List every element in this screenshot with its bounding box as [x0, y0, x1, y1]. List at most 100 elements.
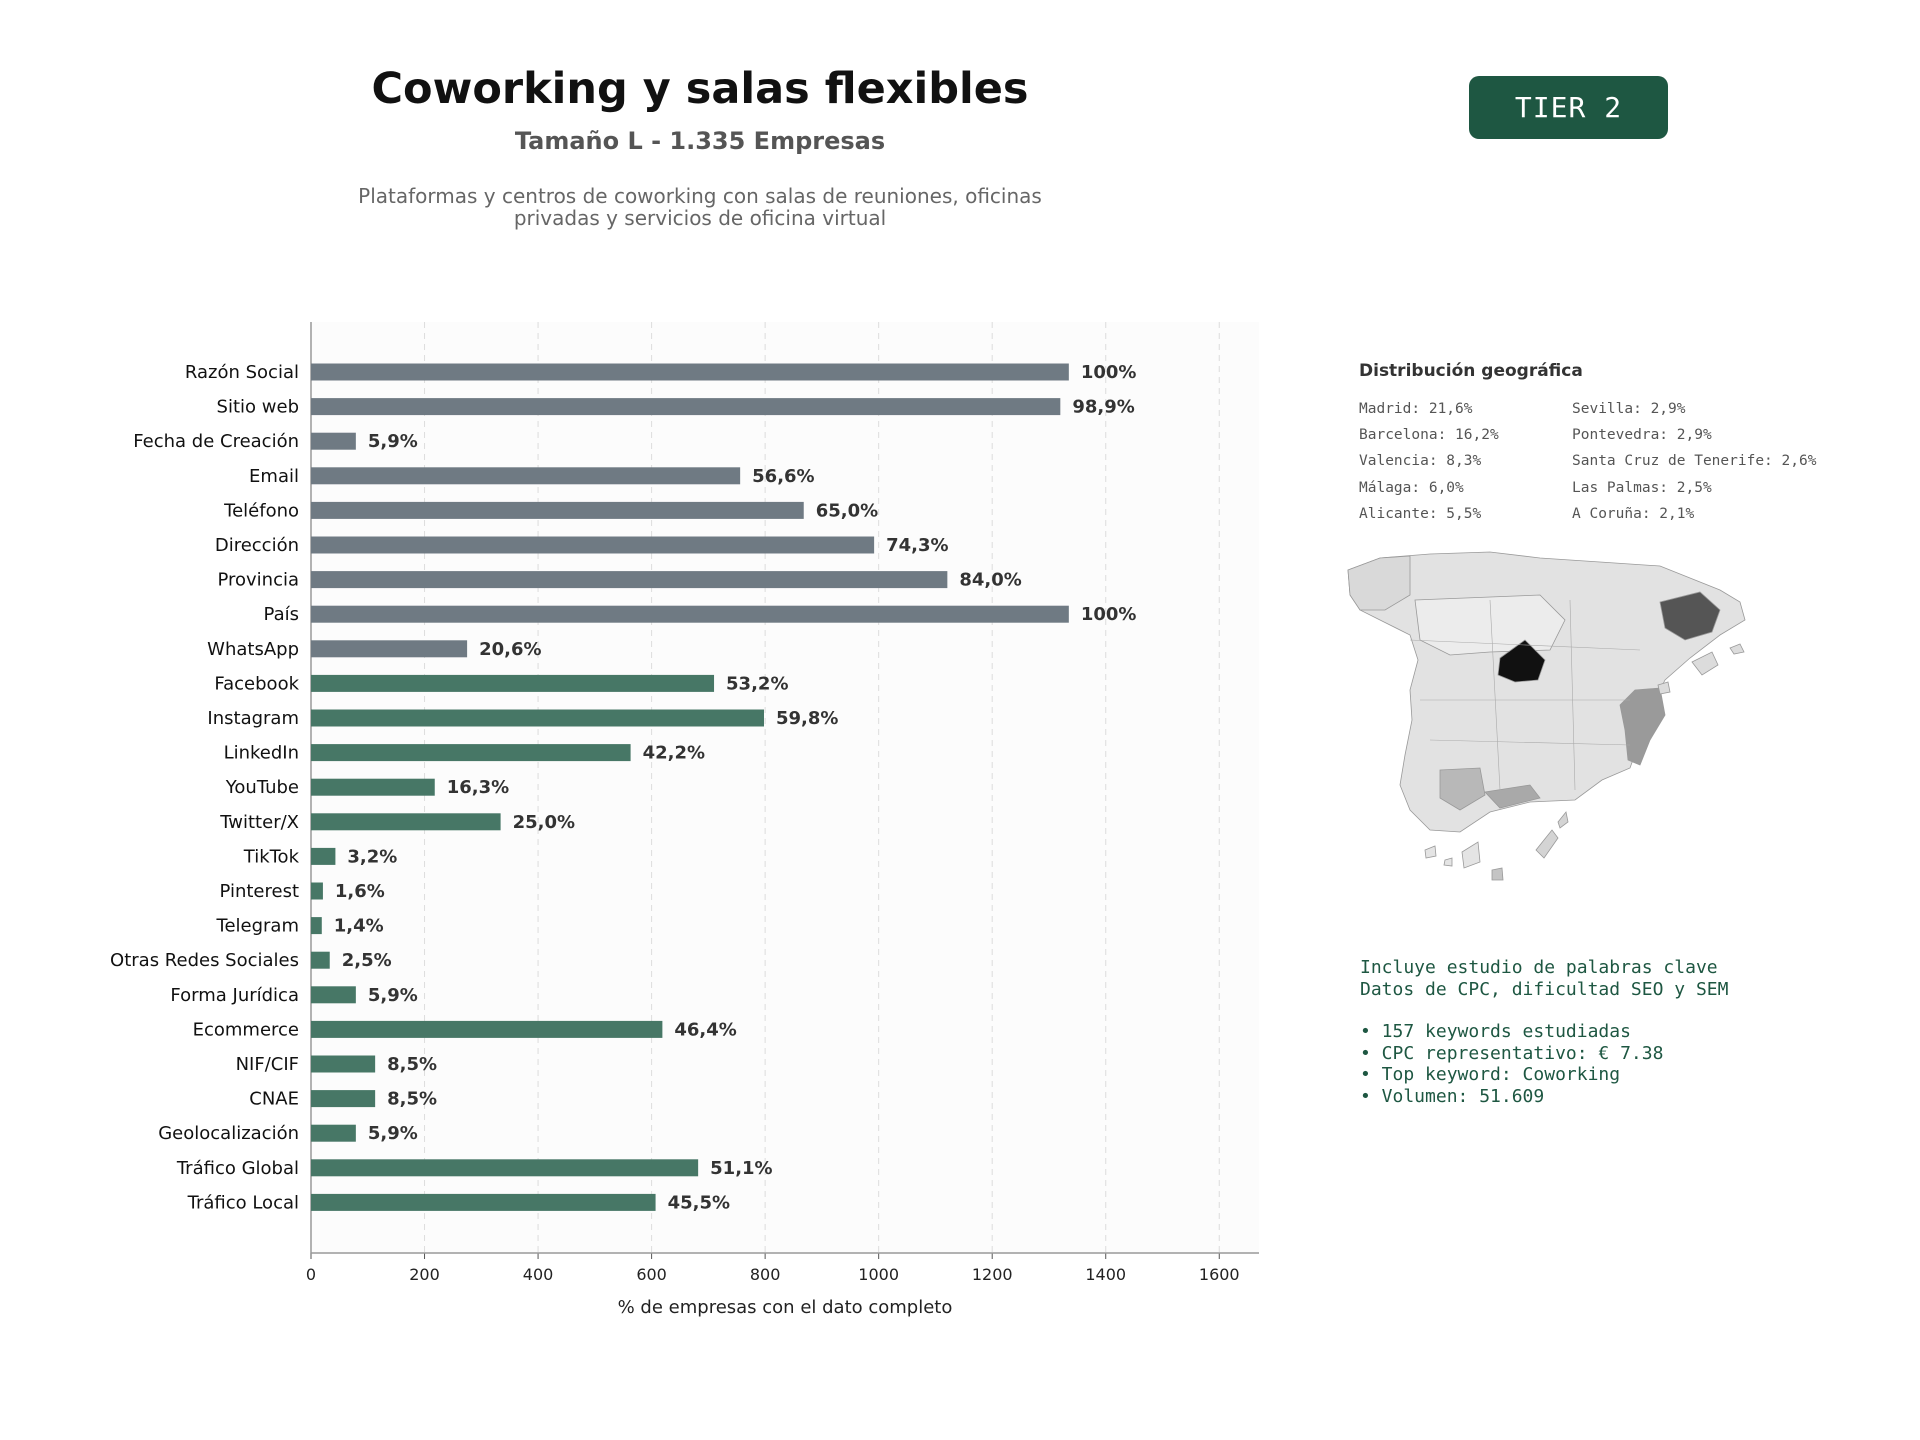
category-label: YouTube: [225, 777, 299, 798]
data-label: 1,4%: [334, 916, 384, 937]
category-label: Forma Jurídica: [170, 985, 299, 1006]
map-madrid: [1497, 639, 1546, 683]
category-label: Ecommerce: [193, 1019, 299, 1040]
bar: [311, 571, 948, 589]
data-label: 42,2%: [643, 743, 705, 764]
keyword-bullet: • 157 keywords estudiadas: [1360, 1021, 1631, 1042]
map-ibiza: [1657, 681, 1671, 695]
data-label: 1,6%: [335, 881, 385, 902]
map-mallorca: [1691, 651, 1719, 676]
data-label: 46,4%: [674, 1019, 736, 1040]
data-label: 84,0%: [959, 570, 1021, 591]
map-canary-islands-west: [1424, 841, 1481, 869]
x-tick-label: 0: [306, 1265, 316, 1284]
category-label: Pinterest: [219, 881, 299, 902]
spain-choropleth-map: [1347, 551, 1746, 881]
data-label: 25,0%: [513, 812, 575, 833]
keyword-bullet: • Top keyword: Coworking: [1360, 1064, 1621, 1085]
geo-list-left: Madrid: 21,6% Barcelona: 16,2% Valencia:…: [1359, 396, 1499, 527]
tier-badge: TIER 2: [1469, 76, 1668, 139]
bar: [311, 778, 435, 796]
geo-item: A Coruña: 2,1%: [1572, 505, 1695, 522]
map-canary-islands-east: [1535, 811, 1569, 859]
category-label: WhatsApp: [207, 639, 299, 660]
bar: [311, 917, 322, 935]
x-tick-label: 600: [636, 1265, 667, 1284]
bar: [311, 605, 1069, 623]
keyword-bullet: • Volumen: 51.609: [1360, 1085, 1545, 1107]
map-andalucia-west: [1439, 767, 1486, 811]
geo-item: Valencia: 8,3%: [1359, 453, 1482, 470]
map-malaga: [1484, 784, 1541, 809]
bar: [311, 1193, 656, 1211]
bar: [311, 536, 875, 554]
geo-item: Las Palmas: 2,5%: [1572, 479, 1712, 496]
map-menorca: [1729, 643, 1745, 655]
x-tick-label: 1600: [1199, 1265, 1240, 1284]
geo-item: Barcelona: 16,2%: [1359, 427, 1499, 444]
data-label: 98,9%: [1072, 397, 1134, 418]
keyword-info: Incluye estudio de palabras clave Datos …: [1360, 957, 1728, 1107]
x-axis-label: % de empresas con el dato completo: [618, 1297, 953, 1318]
category-label: Fecha de Creación: [133, 431, 299, 452]
data-label: 100%: [1081, 604, 1137, 625]
category-label: Geolocalización: [158, 1123, 299, 1144]
geo-item: Madrid: 21,6%: [1359, 401, 1473, 417]
category-label: Otras Redes Sociales: [110, 950, 299, 971]
bar: [311, 951, 330, 969]
map-valencia: [1619, 687, 1666, 766]
data-label: 100%: [1081, 362, 1137, 383]
geo-item: Sevilla: 2,9%: [1572, 401, 1686, 417]
bar: [311, 1159, 699, 1177]
data-label: 3,2%: [347, 846, 397, 867]
data-label: 8,5%: [387, 1054, 437, 1075]
data-label: 5,9%: [368, 985, 418, 1006]
category-label: Tráfico Local: [187, 1192, 299, 1213]
data-label: 5,9%: [368, 1123, 418, 1144]
category-label: Tráfico Global: [176, 1158, 299, 1179]
data-label: 8,5%: [387, 1089, 437, 1110]
keyword-bullet: • CPC representativo: € 7.38: [1360, 1042, 1664, 1064]
bar: [311, 398, 1061, 416]
page-title: Coworking y salas flexibles: [371, 64, 1029, 114]
geo-title: Distribución geográfica: [1359, 361, 1583, 381]
bar: [311, 363, 1069, 381]
category-label: CNAE: [249, 1089, 299, 1110]
data-label: 53,2%: [726, 673, 788, 694]
x-tick-label: 800: [750, 1265, 781, 1284]
bar: [311, 882, 323, 900]
category-label: Telegram: [216, 916, 299, 937]
bar: [311, 467, 741, 485]
category-label: Twitter/X: [219, 812, 299, 833]
data-label: 20,6%: [479, 639, 541, 660]
category-label: Facebook: [214, 673, 299, 694]
bar: [311, 709, 764, 727]
geo-item: Alicante: 5,5%: [1359, 505, 1482, 522]
geo-item: Pontevedra: 2,9%: [1572, 427, 1712, 444]
x-tick-label: 200: [409, 1265, 440, 1284]
bar-chart: 0 200 400 600 800 1000 1200 1400 1600 Razón Socia…: [110, 322, 1259, 1318]
page-subtitle: Tamaño L - 1.335 Empresas: [514, 127, 886, 155]
map-internal-borders: [1409, 599, 1641, 791]
bar: [311, 640, 468, 658]
bar: [311, 986, 356, 1004]
bar: [311, 432, 356, 450]
description-line: privadas y servicios de oficina virtual: [513, 206, 887, 230]
keyword-line: Datos de CPC, dificultad SEO y SEM: [1360, 978, 1729, 1000]
data-label: 74,3%: [886, 535, 948, 556]
x-tick-label: 400: [523, 1265, 554, 1284]
bar: [311, 1124, 356, 1142]
bar: [311, 1055, 376, 1073]
data-label: 65,0%: [816, 500, 878, 521]
data-label: 45,5%: [668, 1192, 730, 1213]
geo-list-right: Sevilla: 2,9% Pontevedra: 2,9% Santa Cru…: [1572, 396, 1816, 527]
x-tick-label: 1400: [1085, 1265, 1126, 1284]
category-label: Dirección: [215, 535, 299, 556]
category-label: Razón Social: [185, 362, 299, 383]
map-galicia: [1347, 555, 1411, 611]
category-label: LinkedIn: [224, 743, 299, 764]
bar: [311, 674, 715, 692]
data-label: 56,6%: [752, 466, 814, 487]
category-label: País: [264, 604, 299, 625]
description: Plataformas y centros de coworking con s…: [300, 185, 1100, 229]
